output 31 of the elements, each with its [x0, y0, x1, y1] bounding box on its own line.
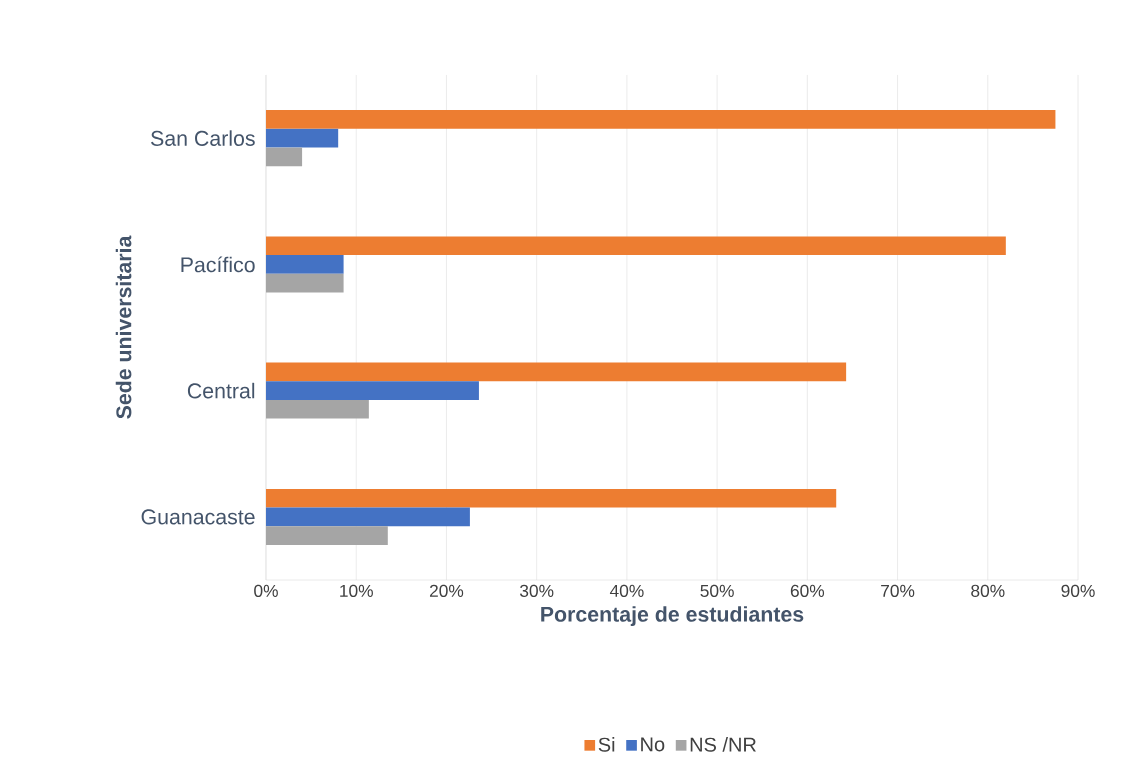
bar: [266, 362, 847, 382]
bar: [266, 526, 388, 545]
y-tick-label: San Carlos: [151, 130, 255, 146]
bar: [266, 381, 479, 400]
x-axis-title: Porcentaje de estudiantes: [541, 606, 804, 627]
bar: [266, 110, 1056, 129]
x-tick-label: 0%: [254, 584, 278, 597]
bar: [266, 507, 470, 527]
y-tick-label: Guanacaste: [141, 509, 255, 525]
bar: [266, 147, 303, 167]
bar: [266, 236, 1006, 256]
legend-label: Si: [598, 737, 615, 752]
bar: [266, 399, 369, 419]
x-tick-label: 10%: [340, 584, 373, 597]
bar: [266, 255, 344, 274]
x-tick-label: 80%: [971, 584, 1005, 597]
x-tick-label: 90%: [1061, 584, 1095, 597]
x-tick-label: 50%: [700, 584, 734, 597]
x-tick-label: 60%: [790, 584, 825, 597]
legend-label: No: [641, 737, 665, 752]
y-tick-label: Pacífico: [181, 256, 255, 273]
y-tick-label: Central: [187, 382, 255, 399]
y-axis-title: Sede universitaria: [115, 235, 132, 419]
x-tick-label: 70%: [881, 584, 915, 597]
bar: [266, 273, 344, 293]
x-tick-label: 30%: [519, 584, 554, 597]
bar: [266, 128, 339, 148]
x-tick-label: 20%: [429, 584, 464, 597]
bar: [266, 488, 837, 508]
x-tick-label: 40%: [609, 584, 644, 597]
legend-label: NS /NR: [690, 737, 756, 752]
